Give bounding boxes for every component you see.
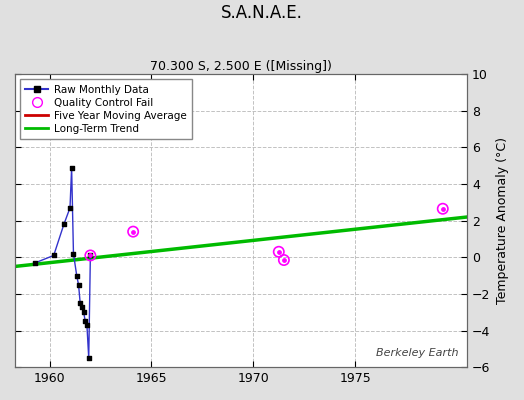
Point xyxy=(439,206,447,212)
Title: 70.300 S, 2.500 E ([Missing]): 70.300 S, 2.500 E ([Missing]) xyxy=(150,60,332,73)
Point xyxy=(76,300,84,306)
Y-axis label: Temperature Anomaly (°C): Temperature Anomaly (°C) xyxy=(496,137,509,304)
Point xyxy=(80,309,88,316)
Point xyxy=(439,206,447,212)
Point xyxy=(86,252,94,259)
Point xyxy=(280,257,288,263)
Point xyxy=(83,322,91,328)
Text: Berkeley Earth: Berkeley Earth xyxy=(376,348,458,358)
Point xyxy=(129,228,137,235)
Point xyxy=(74,282,83,288)
Point xyxy=(86,252,94,259)
Point xyxy=(129,228,137,235)
Point xyxy=(275,248,283,255)
Point xyxy=(66,205,74,211)
Point xyxy=(86,252,94,259)
Point xyxy=(68,164,76,171)
Point xyxy=(31,260,39,266)
Point xyxy=(280,257,288,263)
Point xyxy=(275,248,283,255)
Text: S.A.N.A.E.: S.A.N.A.E. xyxy=(221,4,303,22)
Point xyxy=(49,252,58,259)
Point xyxy=(84,355,93,361)
Point xyxy=(78,304,86,310)
Point xyxy=(81,318,90,324)
Point xyxy=(69,250,78,257)
Point xyxy=(60,221,68,228)
Legend: Raw Monthly Data, Quality Control Fail, Five Year Moving Average, Long-Term Tren: Raw Monthly Data, Quality Control Fail, … xyxy=(20,79,191,139)
Point xyxy=(72,272,81,279)
